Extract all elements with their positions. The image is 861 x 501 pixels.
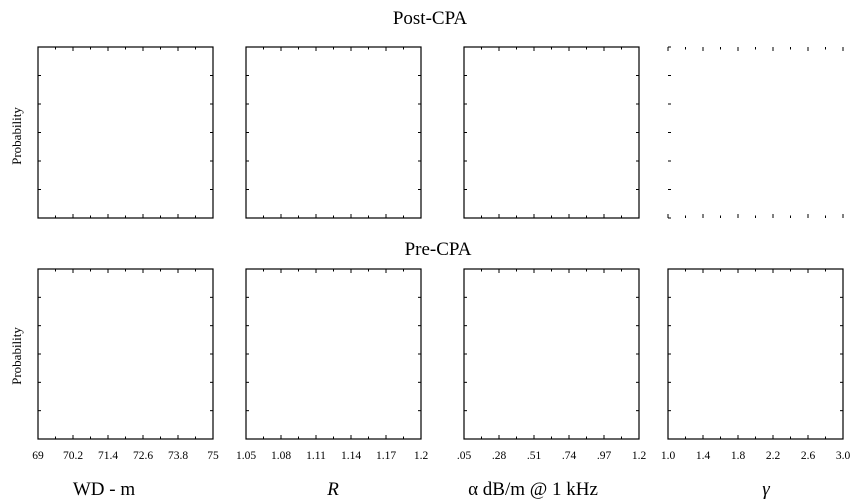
top-row-y-axis-label: Probability (9, 107, 24, 165)
x-tick-label: 1.14 (341, 450, 361, 462)
post-cpa-panel-3 (463, 46, 640, 219)
pre-cpa-panel-1: 69 70.2 71.4 72.6 73.8 75 (32, 268, 219, 462)
plot-frame (667, 268, 844, 440)
subplot-grid: 69 70.2 71.4 72.6 73.8 75 1.05 1.08 1.11 1.14 1.17… (32, 46, 851, 500)
plot-frame (245, 46, 422, 219)
x-tick-label: 75 (207, 450, 219, 462)
x-tick-label: 1.0 (661, 450, 676, 462)
plot-frame (463, 268, 640, 440)
x-tick-label: .05 (457, 450, 472, 462)
x-tick-label: 2.2 (766, 450, 781, 462)
x-tick-label: 2.6 (801, 450, 816, 462)
x-tick-label: 1.05 (236, 450, 256, 462)
x-tick-label: 3.0 (836, 450, 851, 462)
x-tick-label: 1.11 (306, 450, 326, 462)
x-tick-label: 1.17 (376, 450, 396, 462)
post-cpa-title: Post-CPA (393, 8, 468, 29)
x-axis-label-2: R (326, 479, 339, 500)
x-tick-label: 70.2 (63, 450, 83, 462)
x-tick-label: 72.6 (133, 450, 153, 462)
plot-frame (37, 46, 214, 219)
pre-cpa-title: Pre-CPA (405, 239, 472, 260)
post-cpa-panel-2 (245, 46, 422, 219)
x-tick-label: 1.8 (731, 450, 746, 462)
x-tick-label: 1.4 (696, 450, 711, 462)
plot-frame (37, 268, 214, 440)
x-tick-label: 73.8 (168, 450, 188, 462)
x-axis-label-1: WD - m (73, 479, 135, 500)
x-tick-label: .97 (597, 450, 612, 462)
pre-cpa-panel-2: 1.05 1.08 1.11 1.14 1.17 1.2 (236, 268, 429, 462)
bottom-row-y-axis-label: Probability (9, 327, 24, 385)
x-tick-label: .74 (562, 450, 577, 462)
x-tick-label: 71.4 (98, 450, 118, 462)
post-cpa-panel-4 (667, 46, 844, 219)
x-tick-label: 1.2 (414, 450, 429, 462)
pre-cpa-panel-3: .05 .28 .51 .74 .97 1.2 (457, 268, 647, 462)
post-cpa-panel-1 (37, 46, 214, 219)
x-tick-label: 1.2 (632, 450, 647, 462)
x-tick-label: 69 (32, 450, 44, 462)
plot-frame (463, 46, 640, 219)
x-tick-label: .28 (492, 450, 507, 462)
pre-cpa-panel-4: 1.0 1.4 1.8 2.2 2.6 3.0 (661, 268, 851, 462)
x-tick-label: 1.08 (271, 450, 291, 462)
x-axis-label-4: γ (762, 479, 770, 500)
plot-frame (245, 268, 422, 440)
x-tick-label: .51 (527, 450, 542, 462)
x-axis-label-3: α dB/m @ 1 kHz (468, 479, 598, 500)
